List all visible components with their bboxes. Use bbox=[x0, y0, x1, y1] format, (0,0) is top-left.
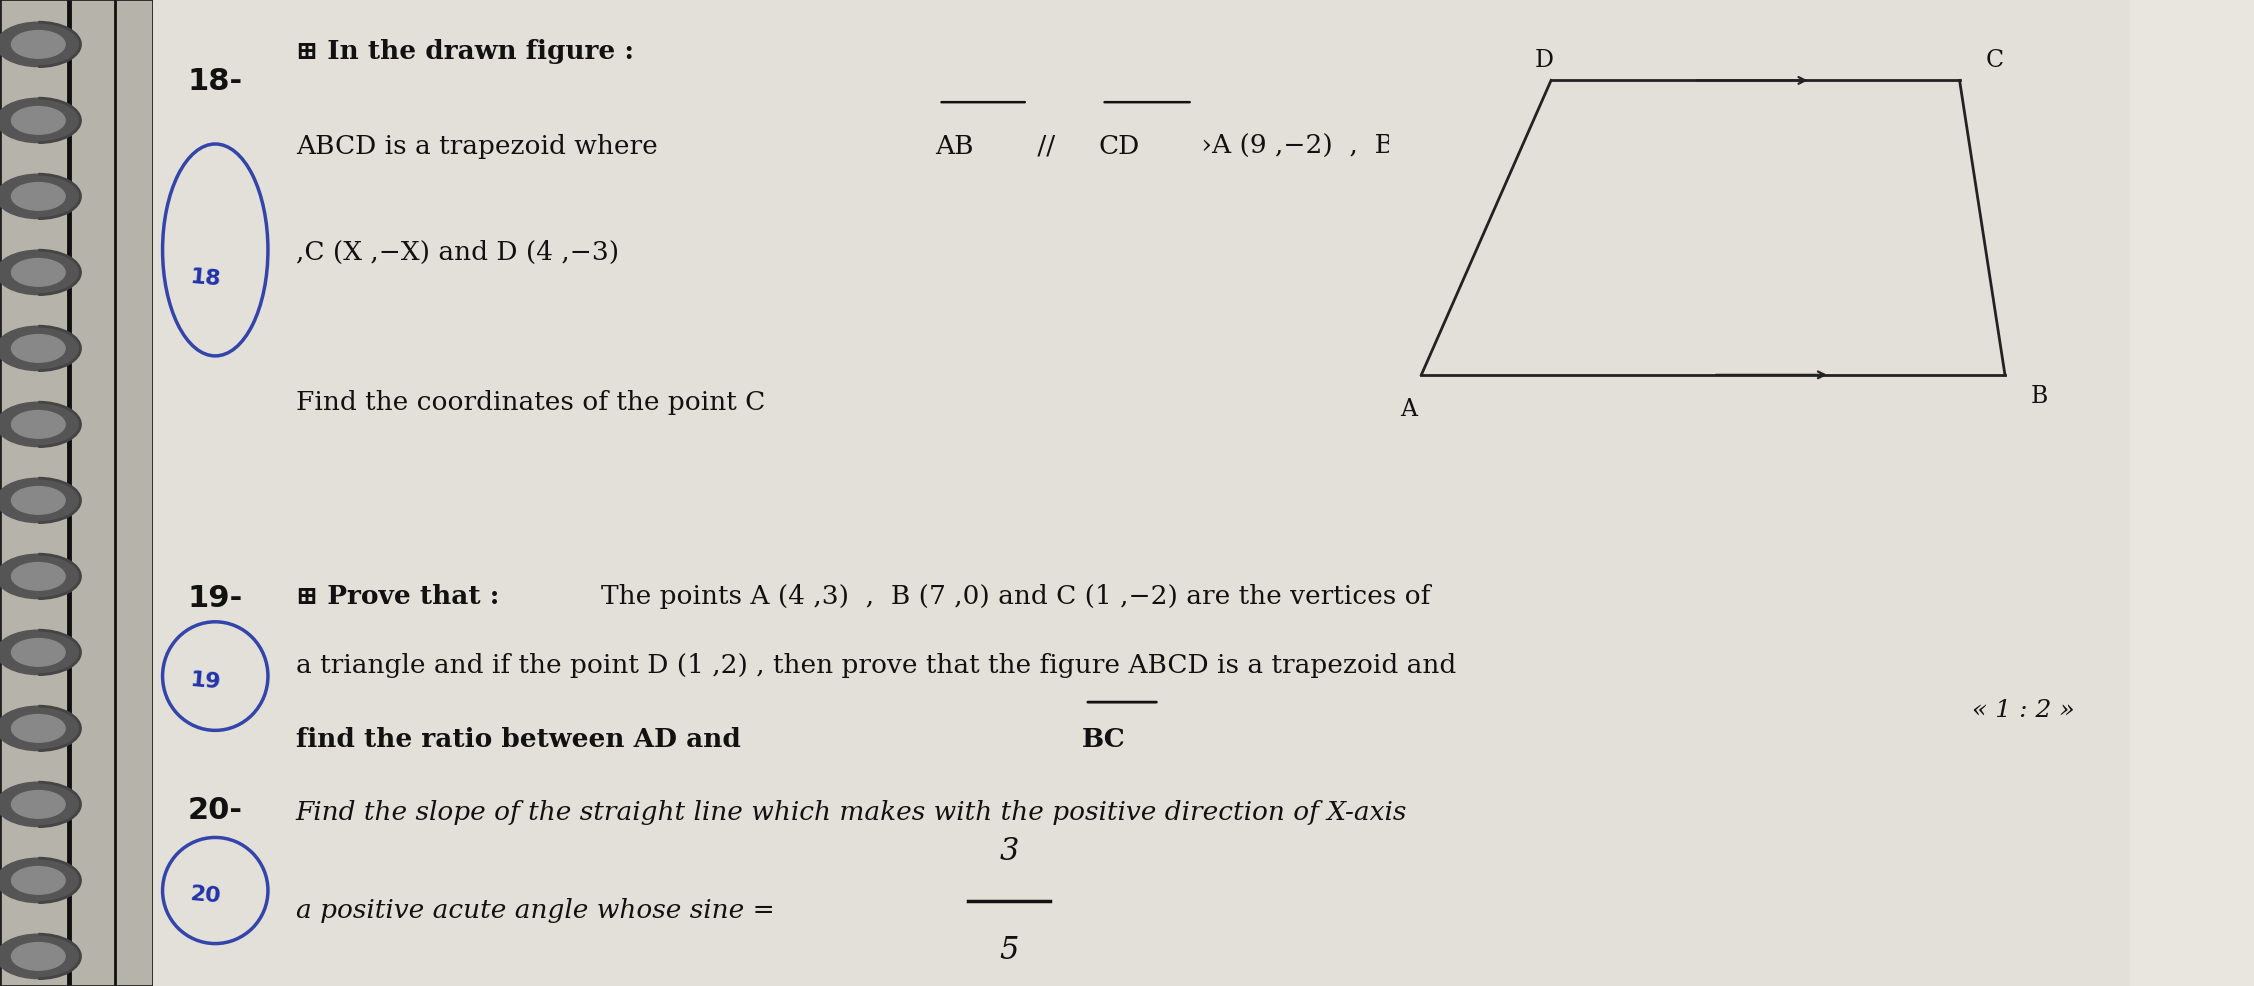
Ellipse shape bbox=[11, 943, 65, 970]
Ellipse shape bbox=[11, 107, 65, 135]
Text: //: // bbox=[1030, 134, 1064, 159]
Text: AB: AB bbox=[935, 134, 974, 159]
Text: 18-: 18- bbox=[187, 67, 243, 96]
Ellipse shape bbox=[11, 867, 65, 894]
Ellipse shape bbox=[11, 411, 65, 439]
Text: The points A (4 ,3)  ,  B (7 ,0) and C (1 ,−2) are the vertices of: The points A (4 ,3) , B (7 ,0) and C (1 … bbox=[602, 583, 1431, 608]
Ellipse shape bbox=[11, 791, 65, 818]
Text: A: A bbox=[1400, 397, 1418, 421]
Text: ⊞ In the drawn figure :: ⊞ In the drawn figure : bbox=[295, 39, 633, 64]
Ellipse shape bbox=[0, 176, 81, 220]
Ellipse shape bbox=[0, 783, 81, 826]
Text: D: D bbox=[1535, 49, 1553, 72]
Ellipse shape bbox=[0, 631, 81, 674]
Text: a positive acute angle whose sine =: a positive acute angle whose sine = bbox=[295, 897, 782, 922]
Text: 20-: 20- bbox=[187, 795, 243, 824]
Ellipse shape bbox=[0, 554, 81, 599]
Text: 19-: 19- bbox=[187, 583, 243, 612]
Ellipse shape bbox=[11, 32, 65, 59]
Text: Find the coordinates of the point C: Find the coordinates of the point C bbox=[295, 389, 764, 415]
Text: ›A (9 ,−2)  ,  B (3 ,2): ›A (9 ,−2) , B (3 ,2) bbox=[1192, 134, 1474, 159]
Text: 19: 19 bbox=[189, 669, 221, 692]
Text: a triangle and if the point D (1 ,2) , then prove that the figure ABCD is a trap: a triangle and if the point D (1 ,2) , t… bbox=[295, 653, 1456, 677]
Text: 20: 20 bbox=[189, 883, 221, 906]
Ellipse shape bbox=[0, 402, 81, 448]
Ellipse shape bbox=[11, 487, 65, 515]
Ellipse shape bbox=[0, 327, 81, 372]
Ellipse shape bbox=[11, 259, 65, 287]
Text: find the ratio between AD and: find the ratio between AD and bbox=[295, 727, 751, 751]
Ellipse shape bbox=[0, 100, 81, 144]
Ellipse shape bbox=[0, 858, 81, 903]
Text: Find the slope of the straight line which makes with the positive direction of X: Find the slope of the straight line whic… bbox=[295, 800, 1406, 824]
Text: C: C bbox=[1986, 49, 2004, 72]
Text: ⊞ Prove that :: ⊞ Prove that : bbox=[295, 583, 507, 608]
Ellipse shape bbox=[0, 251, 81, 296]
Text: B: B bbox=[2031, 385, 2049, 407]
Text: 5: 5 bbox=[999, 935, 1019, 965]
Ellipse shape bbox=[11, 335, 65, 363]
Text: 3: 3 bbox=[999, 835, 1019, 866]
Ellipse shape bbox=[11, 715, 65, 742]
Ellipse shape bbox=[0, 935, 81, 978]
Ellipse shape bbox=[0, 706, 81, 751]
Text: ,C (X ,−X) and D (4 ,−3): ,C (X ,−X) and D (4 ,−3) bbox=[295, 240, 620, 264]
Text: BC: BC bbox=[1082, 727, 1125, 751]
Ellipse shape bbox=[0, 479, 81, 523]
Ellipse shape bbox=[0, 24, 81, 68]
Text: « 1 : 2 »: « 1 : 2 » bbox=[1972, 698, 2074, 721]
Text: CD: CD bbox=[1098, 134, 1138, 159]
Ellipse shape bbox=[11, 639, 65, 667]
Text: ABCD is a trapezoid where: ABCD is a trapezoid where bbox=[295, 134, 665, 159]
Ellipse shape bbox=[11, 183, 65, 211]
Text: 18: 18 bbox=[189, 267, 221, 290]
Ellipse shape bbox=[11, 563, 65, 591]
